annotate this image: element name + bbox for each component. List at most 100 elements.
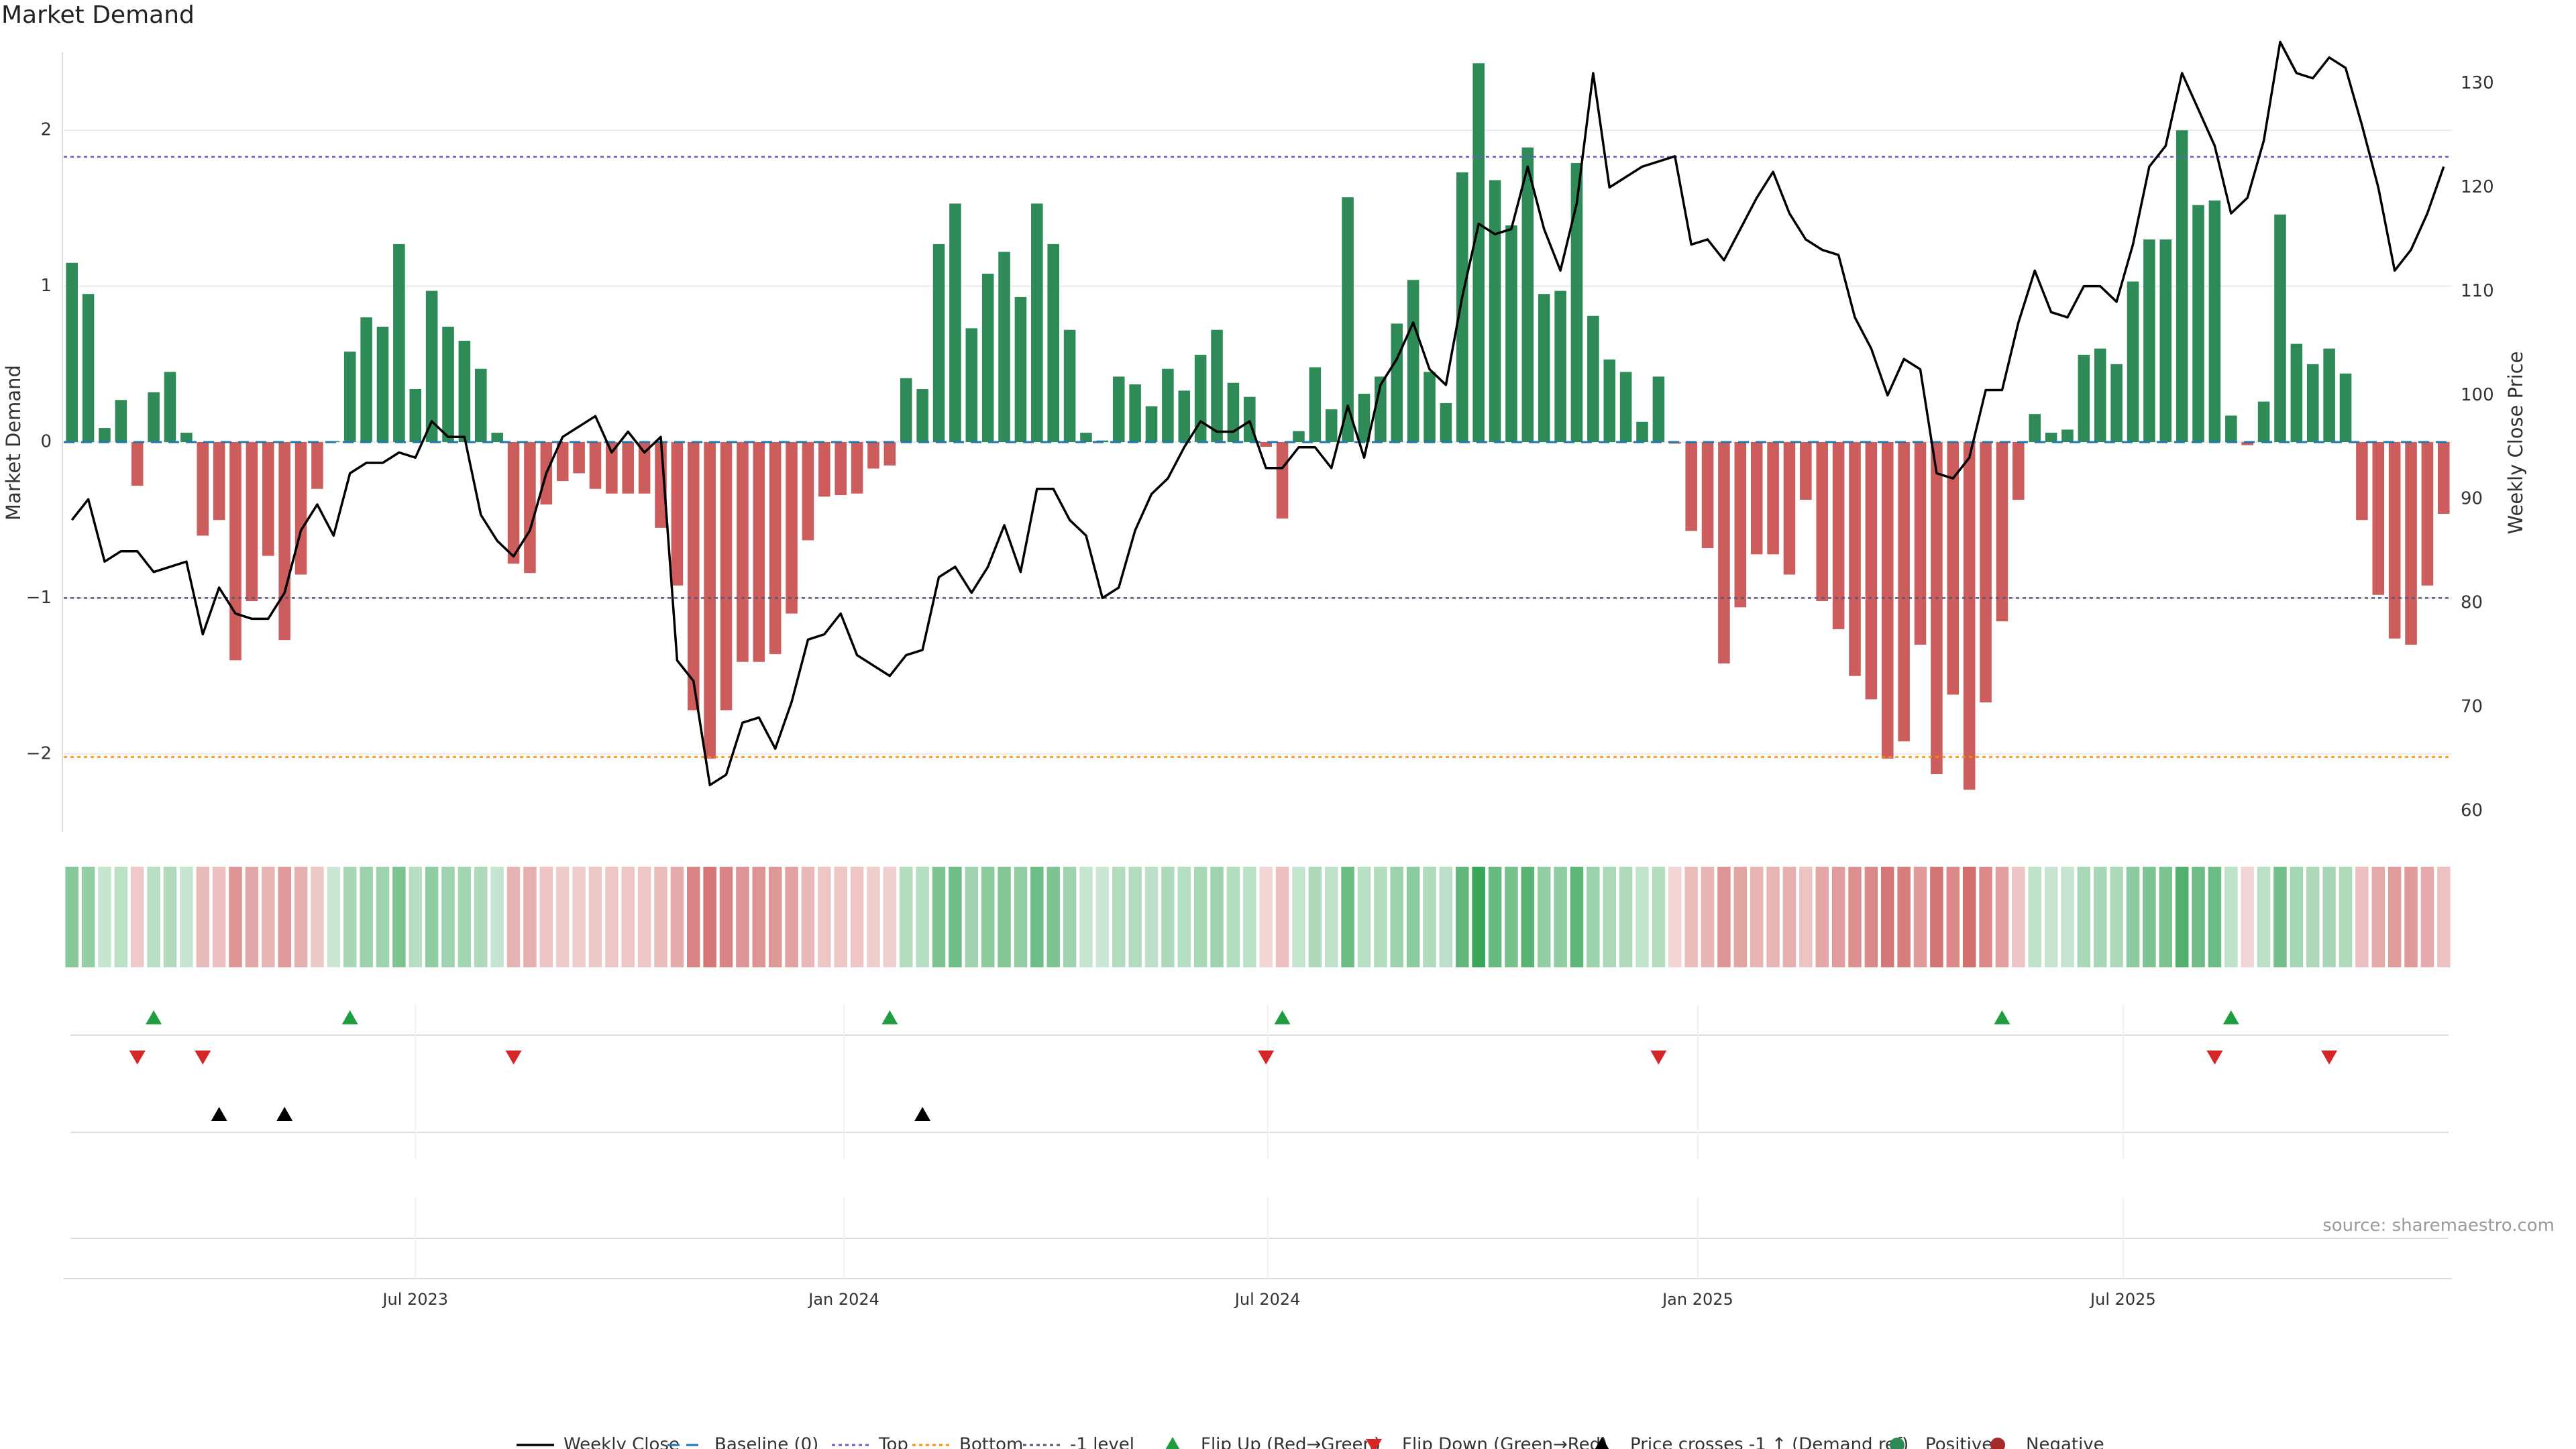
legend-item: Bottom: [912, 1435, 1023, 1449]
demand-bar: [2225, 415, 2237, 442]
demand-bar: [638, 442, 651, 494]
legend-item: Price crosses -1 ↑ (Demand ref): [1595, 1435, 1909, 1449]
heatmap-cell: [2273, 867, 2287, 967]
heatmap-cell: [2028, 867, 2041, 967]
heatmap-cell: [229, 867, 242, 967]
demand-bar: [1800, 442, 1812, 500]
heatmap-cell: [441, 867, 455, 967]
heatmap-cell: [539, 867, 553, 967]
heatmap-cell: [1259, 867, 1273, 967]
heatmap-cell: [1374, 867, 1387, 967]
demand-bar: [1293, 431, 1305, 442]
demand-bar: [769, 442, 782, 655]
heatmap-cell: [474, 867, 488, 967]
demand-bar: [1472, 63, 1485, 442]
heatmap-cell: [1766, 867, 1780, 967]
demand-bar: [229, 442, 241, 661]
demand-bar: [818, 442, 830, 497]
demand-bar: [1112, 376, 1125, 442]
y2-tick-label: 110: [2461, 281, 2494, 301]
demand-bar: [1194, 354, 1207, 442]
demand-bar: [1619, 372, 1632, 442]
demand-bar: [2110, 364, 2123, 442]
demand-bar: [458, 340, 471, 442]
heatmap-cell: [2094, 867, 2107, 967]
demand-bar: [2306, 364, 2319, 442]
heatmap-cell: [1423, 867, 1436, 967]
demand-bar: [1260, 442, 1272, 447]
heatmap-cell: [1652, 867, 1666, 967]
heatmap-cell: [654, 867, 667, 967]
heatmap-cell: [867, 867, 880, 967]
demand-bar: [1391, 323, 1403, 442]
heatmap-cell: [1030, 867, 1044, 967]
heatmap-cell: [785, 867, 798, 967]
price-cross-marker: [276, 1107, 293, 1121]
demand-bar: [99, 428, 111, 442]
demand-bar: [720, 442, 733, 710]
heatmap-cell: [900, 867, 913, 967]
heatmap-cell: [2241, 867, 2254, 967]
heatmap-cell: [1962, 867, 1976, 967]
demand-bar: [1145, 406, 1158, 442]
demand-bar: [507, 442, 520, 564]
price-cross-marker: [211, 1107, 227, 1121]
legend-swatch: [1595, 1437, 1609, 1449]
heatmap-cell: [506, 867, 521, 967]
heatmap-cell: [1635, 867, 1649, 967]
legend-label: Baseline (0): [714, 1435, 818, 1449]
demand-bar: [1587, 315, 1599, 442]
demand-bar: [376, 327, 389, 442]
demand-bar: [1685, 442, 1697, 531]
heatmap-cell: [425, 867, 439, 967]
chart-title: Market Demand: [1, 1, 195, 29]
demand-bar: [2274, 214, 2286, 442]
heatmap-cell: [752, 867, 766, 967]
demand-bar: [1832, 442, 1845, 629]
heatmap-cell: [883, 867, 897, 967]
demand-bar: [148, 392, 160, 442]
flip-up-marker: [341, 1010, 358, 1024]
demand-bar: [1947, 442, 1960, 695]
heatmap-cell: [1897, 867, 1911, 967]
heatmap-cell: [1472, 867, 1485, 967]
heatmap-cell: [1324, 867, 1338, 967]
heatmap-cell: [1095, 867, 1110, 967]
demand-bar: [2208, 200, 2221, 442]
y2-tick-label: 130: [2461, 73, 2494, 93]
heatmap-cell: [130, 867, 144, 967]
demand-bar: [1570, 163, 1583, 442]
heatmap-cell: [98, 867, 111, 967]
demand-bar: [1963, 442, 1976, 790]
demand-bar: [1358, 393, 1371, 442]
y-tick-label: −2: [26, 743, 52, 763]
heatmap-cell: [949, 867, 962, 967]
heatmap-cell: [719, 867, 733, 967]
demand-bar: [1129, 384, 1141, 442]
heatmap-cell: [1456, 867, 1469, 967]
heatmap-cell: [1505, 867, 1518, 967]
demand-bar: [2176, 130, 2188, 442]
heatmap-cell: [2126, 867, 2140, 967]
heatmap-cell: [588, 867, 602, 967]
legend-item: Flip Up (Red→Green): [1165, 1435, 1381, 1449]
legend-item: -1 level: [1023, 1435, 1134, 1449]
legend-label: Price crosses -1 ↑ (Demand ref): [1630, 1435, 1909, 1449]
heatmap-cell: [998, 867, 1011, 967]
demand-bar: [1767, 442, 1779, 555]
heatmap-cell: [1946, 867, 1960, 967]
demand-bar: [2421, 442, 2434, 586]
heatmap-cell: [2437, 867, 2451, 967]
demand-bar: [753, 442, 765, 662]
demand-bar: [949, 203, 961, 442]
heatmap-cell: [916, 867, 929, 967]
demand-bar: [1980, 442, 1992, 703]
heatmap-cell: [2306, 867, 2320, 967]
demand-bar: [900, 378, 912, 442]
heatmap-cell: [2077, 867, 2091, 967]
demand-bar: [1849, 442, 1861, 676]
demand-bar: [802, 442, 814, 541]
demand-bar: [1538, 294, 1550, 442]
heatmap-cell: [2371, 867, 2385, 967]
demand-bar: [704, 442, 716, 759]
